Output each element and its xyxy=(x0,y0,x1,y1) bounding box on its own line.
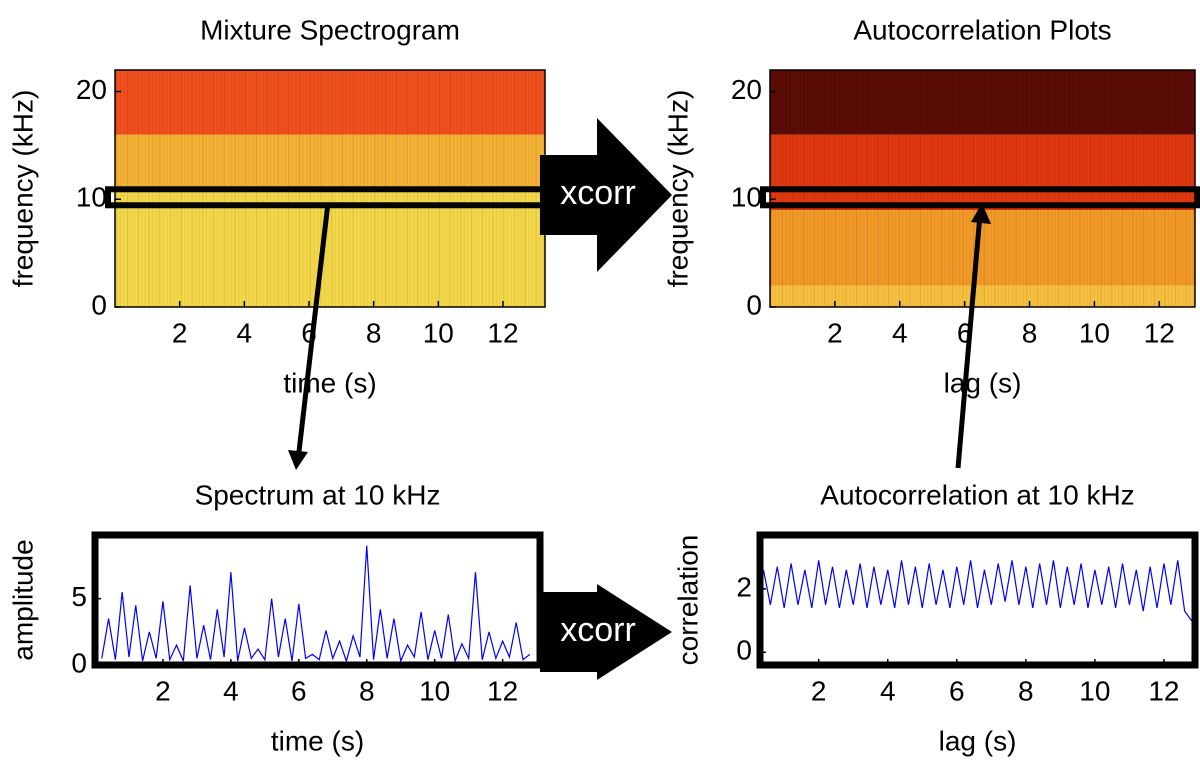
chart-title: Autocorrelation Plots xyxy=(853,14,1111,45)
x-tick-label: 12 xyxy=(487,675,518,706)
y-axis-label: correlation xyxy=(672,535,703,666)
x-tick-label: 12 xyxy=(1144,317,1175,348)
chart-title: Spectrum at 10 kHz xyxy=(195,479,441,510)
y-axis-label: frequency (kHz) xyxy=(7,90,38,288)
y-tick-label: 2 xyxy=(736,571,752,602)
x-tick-label: 4 xyxy=(892,317,908,348)
y-tick-label: 0 xyxy=(71,647,87,678)
x-tick-label: 10 xyxy=(419,675,450,706)
arrow-shape xyxy=(540,118,672,272)
arrow-shape xyxy=(540,584,672,680)
x-tick-label: 2 xyxy=(827,317,843,348)
line xyxy=(762,560,1193,621)
y-axis-label: amplitude xyxy=(7,539,38,660)
y-tick-label: 10 xyxy=(731,182,762,213)
heat-band xyxy=(770,70,1195,135)
x-tick-label: 8 xyxy=(366,317,382,348)
heat-band xyxy=(770,134,1195,211)
xcorr-arrow-top: xcorr xyxy=(540,118,672,272)
x-tick-label: 12 xyxy=(487,317,518,348)
pointer-head xyxy=(971,203,991,224)
y-tick-label: 0 xyxy=(746,289,762,320)
x-tick-label: 2 xyxy=(172,317,188,348)
y-tick-label: 20 xyxy=(731,74,762,105)
x-tick-label: 8 xyxy=(359,675,375,706)
heat-band xyxy=(115,70,545,135)
x-axis-label: time (s) xyxy=(271,725,364,756)
x-tick-label: 10 xyxy=(423,317,454,348)
x-tick-label: 8 xyxy=(1022,317,1038,348)
x-tick-label: 6 xyxy=(949,675,965,706)
y-axis-label: frequency (kHz) xyxy=(662,90,693,288)
x-axis-label: time (s) xyxy=(283,367,376,398)
line xyxy=(101,545,531,664)
arrow-label: xcorr xyxy=(560,174,636,212)
x-tick-label: 10 xyxy=(1079,317,1110,348)
x-tick-label: 4 xyxy=(880,675,896,706)
x-tick-label: 2 xyxy=(811,675,827,706)
x-axis-label: lag (s) xyxy=(939,725,1017,756)
highlight-box xyxy=(760,186,1200,209)
x-tick-label: 6 xyxy=(291,675,307,706)
x-tick-label: 12 xyxy=(1148,675,1179,706)
x-tick-label: 4 xyxy=(223,675,239,706)
pointer-line xyxy=(295,202,331,461)
y-tick-label: 0 xyxy=(91,289,107,320)
panel: 2 4 6 8 10 12 0 2 Autocorrelation at 10 kHz lag (… xyxy=(672,479,1199,756)
x-tick-label: 8 xyxy=(1018,675,1034,706)
y-tick-label: 20 xyxy=(76,74,107,105)
heat-band xyxy=(770,285,1195,307)
plot-frame xyxy=(756,531,1199,669)
xcorr-arrow-bottom: xcorr xyxy=(540,584,672,680)
pointer-head xyxy=(288,450,308,470)
arrow-label: xcorr xyxy=(560,611,636,649)
y-tick-label: 0 xyxy=(736,635,752,666)
y-tick-label: 10 xyxy=(76,182,107,213)
heat-band xyxy=(115,134,545,189)
chart-title: Autocorrelation at 10 kHz xyxy=(820,479,1134,510)
x-tick-label: 2 xyxy=(155,675,171,706)
x-axis-label: lag (s) xyxy=(944,367,1022,398)
x-tick-label: 4 xyxy=(237,317,253,348)
pointer-line xyxy=(955,214,983,469)
chart-title: Mixture Spectrogram xyxy=(200,14,460,45)
panel: 2 4 6 8 10 12 0 5 Spectrum at 10 kHz time (s) ampl… xyxy=(7,479,544,756)
x-tick-label: 10 xyxy=(1079,675,1110,706)
y-tick-label: 5 xyxy=(71,581,87,612)
